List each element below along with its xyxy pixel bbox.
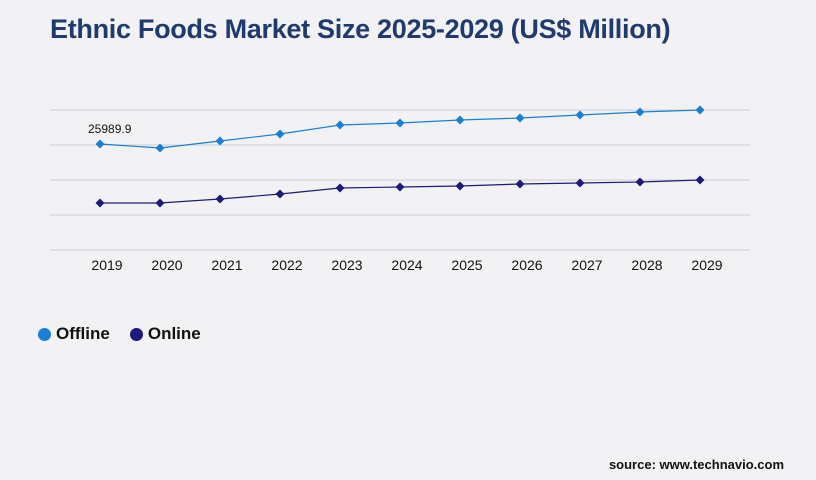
legend-marker-icon xyxy=(129,327,143,341)
data-point-offline xyxy=(455,115,465,125)
legend-marker-icon xyxy=(38,327,51,341)
data-point-offline xyxy=(335,120,345,130)
x-tick-label: 2026 xyxy=(511,257,542,273)
x-tick-label: 2022 xyxy=(271,257,302,273)
data-point-online xyxy=(515,179,525,189)
data-label: 25989.9 xyxy=(88,122,132,136)
data-point-online xyxy=(215,194,225,204)
x-tick-label: 2024 xyxy=(391,257,422,273)
x-tick-label: 2027 xyxy=(571,257,602,273)
series-line-offline xyxy=(99,109,701,149)
data-point-offline xyxy=(275,129,285,139)
legend-label: Online xyxy=(147,324,201,343)
data-point-online xyxy=(95,198,105,208)
data-point-offline xyxy=(575,110,585,120)
chart-title: Ethnic Foods Market Size 2025-2029 (US$ … xyxy=(50,14,671,44)
data-point-online xyxy=(575,178,585,188)
legend: Offline Online xyxy=(38,324,201,344)
x-tick-label: 2028 xyxy=(631,257,662,273)
data-point-offline xyxy=(515,113,525,123)
data-point-online xyxy=(635,177,645,187)
data-point-offline xyxy=(395,118,405,128)
x-tick-label: 2023 xyxy=(331,257,362,273)
data-point-online xyxy=(155,198,165,208)
data-point-online xyxy=(455,181,465,191)
data-point-offline xyxy=(635,107,645,117)
legend-item-online[interactable]: Online xyxy=(129,324,201,344)
data-point-offline xyxy=(215,136,225,146)
x-tick-label: 2020 xyxy=(151,257,182,273)
x-tick-label: 2021 xyxy=(211,257,242,273)
data-point-online xyxy=(395,182,405,192)
legend-item-offline[interactable]: Offline xyxy=(38,324,110,344)
data-point-online xyxy=(335,183,345,193)
x-tick-label: 2019 xyxy=(91,257,122,273)
line-chart: 2019 2020 2021 2022 2023 2024 2025 2026 2027 2028… xyxy=(50,105,750,273)
x-tick-label: 2029 xyxy=(691,257,722,273)
data-point-offline xyxy=(695,105,705,115)
x-tick-label: 2025 xyxy=(451,257,482,273)
data-point-online xyxy=(275,189,285,199)
data-point-offline xyxy=(155,143,165,153)
source-text: source: www.technavio.com xyxy=(608,457,784,472)
data-point-offline xyxy=(95,139,105,149)
legend-label: Offline xyxy=(56,324,110,343)
data-point-online xyxy=(695,175,705,185)
